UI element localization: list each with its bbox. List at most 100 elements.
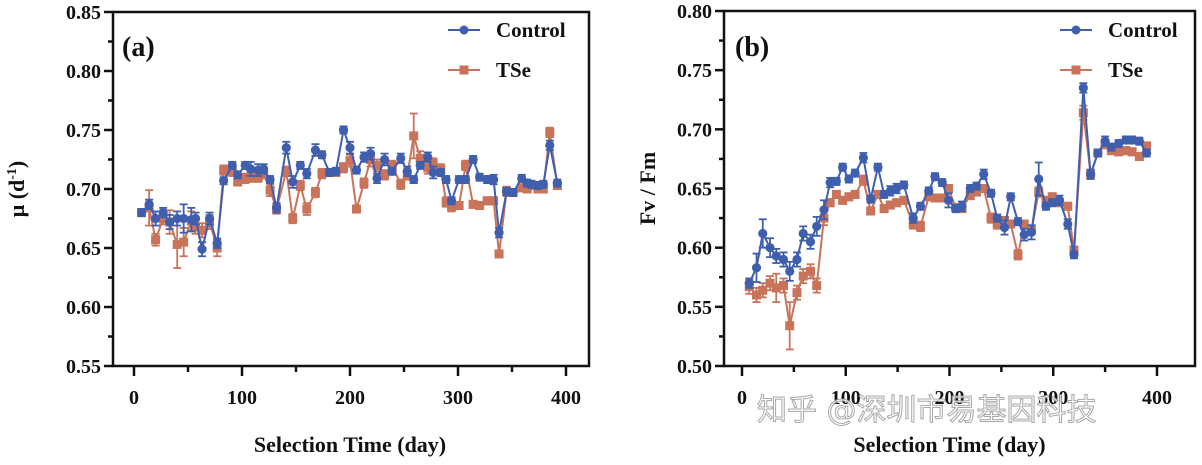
x-tick-label: 400: [551, 387, 581, 409]
y-tick-label: 0.55: [677, 297, 712, 319]
data-point-control: [937, 177, 947, 188]
data-point-control: [999, 222, 1010, 233]
panel-label: (a): [122, 32, 155, 63]
x-tick-label: 0: [737, 387, 747, 409]
data-point-control: [805, 237, 816, 247]
data-point-control: [915, 201, 926, 211]
data-point-control: [190, 213, 201, 224]
data-point-tse: [752, 290, 762, 300]
data-point-control: [1006, 192, 1016, 202]
data-point-control: [831, 176, 842, 186]
legend-marker-circle: [459, 25, 469, 35]
data-point-control: [792, 254, 802, 265]
data-point-tse: [281, 166, 291, 176]
data-point-control: [338, 125, 349, 135]
data-point-control: [1093, 148, 1103, 158]
data-point-tse: [805, 266, 815, 276]
data-point-tse: [423, 163, 433, 173]
y-axis-title-superscript: -1: [5, 168, 20, 180]
data-point-control: [1069, 250, 1079, 260]
data-point-control: [212, 238, 222, 248]
data-point-control: [271, 203, 282, 213]
data-point-control: [331, 166, 341, 176]
data-point-tse: [447, 202, 457, 212]
data-point-tse: [227, 166, 237, 176]
data-point-control: [158, 208, 168, 218]
data-point-tse: [179, 237, 189, 247]
y-tick-label: 0.75: [66, 120, 101, 142]
data-point-tse: [454, 201, 464, 211]
data-point-control: [771, 251, 781, 261]
data-point-tse: [1127, 147, 1137, 157]
data-point-tse: [288, 214, 298, 223]
data-point-control: [423, 152, 433, 162]
data-point-tse: [838, 195, 848, 205]
data-point-tse: [965, 191, 975, 201]
data-point-tse: [415, 153, 425, 163]
legend-marker-square: [1071, 65, 1081, 75]
data-point-control: [899, 180, 909, 190]
y-tick-label: 0.60: [66, 297, 101, 319]
data-point-tse: [380, 170, 390, 180]
data-point-control: [838, 162, 848, 172]
data-point-tse: [494, 249, 504, 259]
x-tick-label: 100: [227, 387, 257, 409]
data-point-control: [310, 145, 321, 155]
legend-label-tse: TSe: [496, 58, 531, 82]
data-point-control: [172, 213, 182, 224]
data-point-tse: [812, 281, 822, 291]
data-point-tse: [873, 189, 883, 199]
data-point-tse: [158, 214, 168, 223]
legend-label-control: Control: [496, 18, 566, 42]
data-point-tse: [151, 235, 161, 245]
data-point-tse: [1121, 146, 1131, 156]
data-point-control: [819, 205, 829, 215]
data-point-control: [317, 150, 327, 160]
data-point-control: [302, 169, 312, 179]
data-point-tse: [992, 219, 1002, 229]
data-point-tse: [409, 131, 419, 141]
data-point-tse: [844, 192, 854, 202]
data-point-control: [468, 154, 478, 165]
y-tick-label: 0.50: [677, 356, 712, 378]
data-point-control: [165, 217, 175, 227]
y-tick-label: 0.70: [677, 119, 712, 141]
x-tick-label: 300: [443, 387, 473, 409]
data-point-tse: [1063, 201, 1073, 211]
data-point-tse: [396, 179, 406, 189]
y-tick-label: 0.55: [66, 356, 101, 378]
data-point-tse: [930, 193, 940, 203]
data-point-control: [812, 221, 822, 231]
data-point-tse: [475, 201, 485, 211]
data-point-control: [924, 186, 934, 196]
data-point-control: [1013, 217, 1023, 227]
data-point-tse: [1013, 250, 1023, 260]
data-point-tse: [310, 188, 320, 198]
data-point-control: [151, 213, 161, 224]
data-point-tse: [825, 198, 835, 208]
data-point-tse: [468, 199, 478, 209]
data-point-control: [428, 167, 438, 178]
data-point-tse: [831, 189, 841, 199]
data-point-control: [1034, 174, 1044, 184]
legend-marker-square: [459, 65, 469, 75]
y-tick-label: 0.65: [66, 238, 101, 260]
legend-label-control: Control: [1108, 18, 1178, 42]
data-point-control: [765, 243, 775, 253]
data-point-control: [1054, 195, 1065, 205]
data-point-tse: [885, 200, 895, 210]
data-point-tse: [351, 204, 361, 214]
data-point-tse: [798, 271, 808, 281]
data-point-tse: [517, 183, 527, 193]
data-point-control: [475, 172, 485, 182]
data-point-control: [873, 162, 883, 172]
x-axis-title: Selection Time (day): [254, 432, 446, 457]
x-tick-label: 400: [1142, 387, 1172, 409]
data-point-tse: [219, 165, 229, 175]
legend-label-tse: TSe: [1108, 58, 1143, 82]
panel-b: 0.50 0.55 0.60 0.65 0.70 0.75 0.80 0 100 200 300 40…: [635, 1, 1197, 457]
data-point-tse: [428, 158, 438, 168]
data-point-control: [219, 176, 229, 186]
data-point-tse: [265, 185, 275, 195]
data-point-control: [1026, 227, 1037, 237]
